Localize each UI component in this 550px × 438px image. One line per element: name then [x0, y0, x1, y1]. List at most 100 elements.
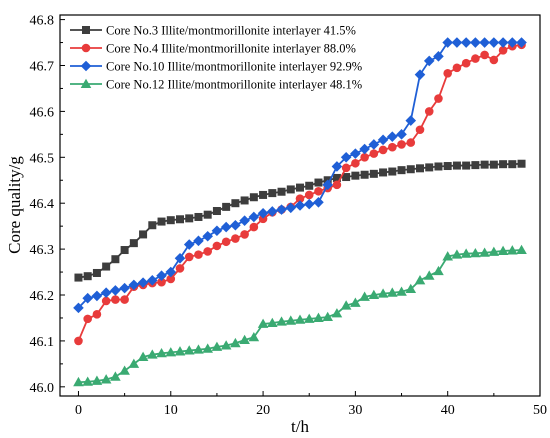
- data-point: [202, 230, 213, 242]
- data-point: [425, 163, 434, 172]
- legend-item: Core No.12 Illite/montmorillonite interl…: [70, 78, 362, 92]
- y-tick-label: 46.4: [30, 197, 55, 212]
- data-point: [230, 337, 241, 348]
- y-axis-title: Core quality/g: [5, 156, 24, 254]
- data-point: [277, 187, 286, 196]
- data-point: [295, 194, 305, 203]
- data-point: [239, 215, 250, 226]
- axis-ticks: 0 10 20 30 40 50 46.0 46.1 46.2 46.3 46.4 46.5 46.6 4…: [30, 14, 548, 418]
- data-point: [314, 178, 323, 187]
- data-point: [240, 196, 249, 205]
- data-point: [414, 275, 426, 285]
- data-point: [294, 200, 306, 211]
- data-point: [387, 131, 398, 142]
- data-point: [286, 185, 295, 194]
- data-point: [369, 169, 378, 178]
- data-point: [331, 161, 343, 172]
- data-point: [120, 295, 129, 304]
- data-point: [82, 376, 93, 386]
- data-point: [156, 348, 167, 358]
- data-point: [211, 341, 223, 351]
- data-point: [377, 134, 389, 146]
- y-tick-label: 46.5: [30, 151, 55, 166]
- data-point: [351, 171, 360, 180]
- data-point: [100, 287, 112, 299]
- data-point: [240, 230, 249, 239]
- data-point: [423, 270, 435, 280]
- data-point: [497, 245, 509, 255]
- legend-item: Core No.10 Illite/montmorillonite interl…: [70, 60, 362, 74]
- data-point: [166, 216, 175, 225]
- data-point: [166, 274, 176, 284]
- data-point: [156, 270, 167, 282]
- legend-item: Core No.3 Illite/montmorillonite interla…: [70, 24, 356, 38]
- data-point: [183, 239, 195, 250]
- data-point: [305, 181, 314, 190]
- x-tick-label: 0: [75, 403, 82, 418]
- data-point: [332, 180, 342, 190]
- data-point: [350, 297, 361, 307]
- data-point: [340, 300, 352, 310]
- data-point: [296, 183, 304, 192]
- x-tick-label: 50: [533, 403, 547, 418]
- data-point: [268, 189, 277, 198]
- data-point: [175, 264, 185, 273]
- data-point: [322, 179, 333, 191]
- data-point: [220, 221, 232, 233]
- data-point: [194, 250, 203, 259]
- data-point: [257, 208, 269, 219]
- data-point: [111, 295, 120, 304]
- data-point: [507, 245, 518, 255]
- data-point: [480, 50, 489, 60]
- data-point: [100, 374, 112, 384]
- data-point: [110, 371, 121, 381]
- data-point: [248, 331, 260, 342]
- data-point: [111, 255, 120, 264]
- data-point: [461, 58, 471, 68]
- data-point: [489, 160, 498, 169]
- data-point: [147, 275, 158, 286]
- data-point: [416, 164, 424, 173]
- data-point: [396, 129, 407, 140]
- y-tick-label: 46.7: [30, 59, 55, 74]
- data-point: [462, 161, 471, 170]
- data-point: [220, 340, 232, 350]
- data-point: [471, 161, 480, 170]
- data-point: [388, 142, 397, 152]
- data-point: [139, 230, 148, 239]
- data-point: [257, 318, 269, 328]
- data-point: [360, 170, 369, 179]
- data-point: [222, 202, 231, 211]
- data-point: [379, 168, 388, 177]
- data-point: [128, 358, 140, 368]
- data-point: [294, 314, 306, 324]
- data-point: [415, 125, 425, 135]
- data-point: [406, 165, 415, 174]
- data-point: [137, 277, 149, 288]
- y-tick-label: 46.2: [30, 289, 55, 304]
- y-tick-label: 46.3: [30, 243, 55, 258]
- data-point: [368, 289, 380, 300]
- data-point: [248, 211, 260, 223]
- data-point: [488, 246, 500, 256]
- y-tick-label: 46.6: [30, 105, 55, 120]
- data-point: [313, 196, 324, 208]
- x-tick-label: 10: [164, 403, 178, 418]
- data-point: [184, 252, 194, 262]
- data-point: [488, 37, 500, 48]
- data-point: [322, 311, 333, 322]
- data-point: [507, 37, 518, 48]
- x-tick-label: 30: [348, 403, 362, 418]
- data-point: [442, 37, 453, 48]
- data-point: [433, 51, 444, 62]
- data-point: [423, 55, 435, 67]
- data-point: [276, 204, 287, 215]
- data-point: [249, 222, 259, 232]
- data-point: [193, 235, 204, 247]
- data-point: [212, 207, 221, 216]
- data-point: [276, 316, 287, 326]
- data-point: [340, 152, 352, 163]
- data-point: [479, 247, 490, 257]
- data-point: [185, 214, 194, 223]
